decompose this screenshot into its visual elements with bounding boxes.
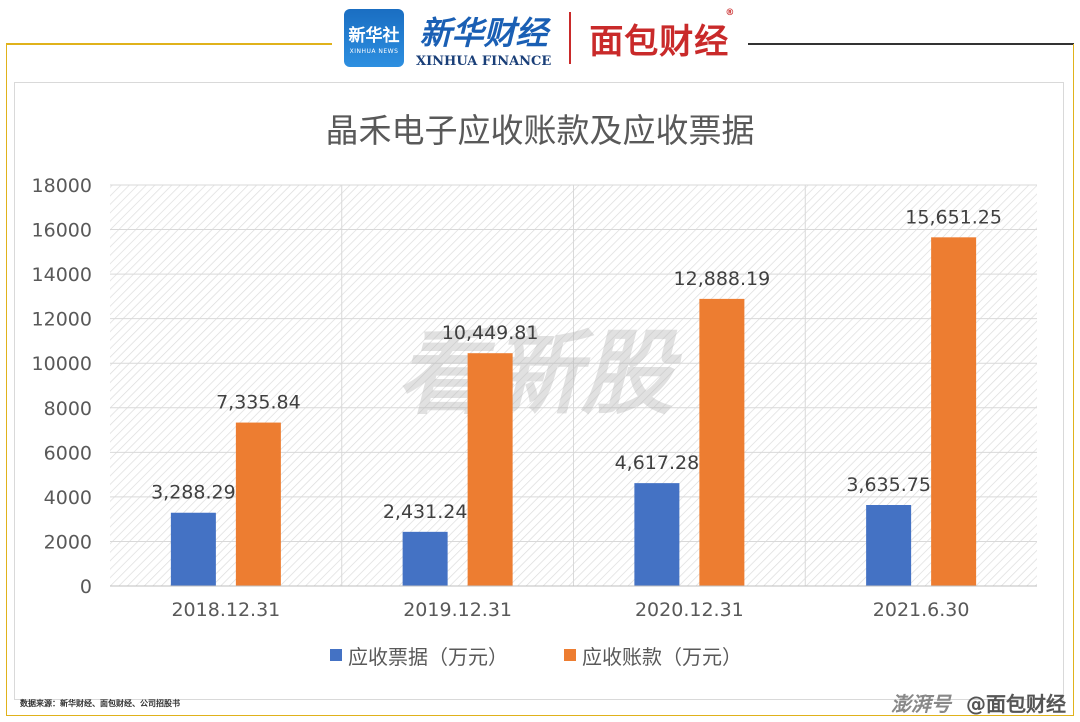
bar <box>402 531 448 586</box>
xinhua-logo-en: XINHUA NEWS <box>349 48 399 55</box>
partner-logo: 面包财经 ® <box>589 8 734 63</box>
xinhua-news-logo: 新华社 XINHUA NEWS <box>344 9 404 67</box>
bar <box>931 237 977 586</box>
legend-swatch <box>330 649 342 661</box>
chart-area-border <box>14 82 1064 700</box>
y-tick-label: 8000 <box>44 398 92 420</box>
y-tick-label: 6000 <box>44 442 92 464</box>
legend-label: 应收票据（万元） <box>348 645 508 669</box>
outer-frame <box>6 44 1074 716</box>
data-label: 3,635.75 <box>846 474 931 496</box>
data-label: 2,431.24 <box>383 501 468 523</box>
partner-name: 面包财经 <box>589 21 730 62</box>
xinhua-finance-brand: 新华财经 XINHUA FINANCE <box>416 8 551 69</box>
y-tick-label: 14000 <box>32 264 92 286</box>
y-tick-label: 4000 <box>44 487 92 509</box>
y-tick-label: 2000 <box>44 531 92 553</box>
data-label: 7,335.84 <box>216 392 301 414</box>
registered-mark: ® <box>725 7 736 18</box>
header-logos: 新华社 XINHUA NEWS 新华财经 XINHUA FINANCE 面包财经… <box>344 6 734 70</box>
header-separator <box>569 12 572 64</box>
data-label: 4,617.28 <box>615 452 700 474</box>
bar <box>170 512 216 586</box>
y-tick-label: 12000 <box>32 309 92 331</box>
x-tick-label: 2018.12.31 <box>171 599 280 621</box>
y-tick-label: 16000 <box>32 220 92 242</box>
x-tick-label: 2020.12.31 <box>635 599 744 621</box>
y-axis: 0 2000 4000 6000 8000 10000 12000 14000 16000 180… <box>32 175 92 598</box>
bar <box>866 505 912 586</box>
y-tick-label: 18000 <box>32 175 92 197</box>
bar <box>467 353 513 586</box>
watermark-text: 看新股 <box>397 320 682 427</box>
x-axis: 2018.12.31 2019.12.31 2020.12.31 2021.6.30 <box>110 585 1037 621</box>
data-label: 12,888.19 <box>674 268 771 290</box>
bar <box>699 298 745 586</box>
bars: 3,288.29 7,335.84 2,431.24 10,449.81 4,617.2… <box>151 206 1002 586</box>
source-note: 数据来源：新华财经、面包财经、公司招股书 <box>20 699 180 708</box>
brand-cn: 新华财经 <box>419 13 548 52</box>
xinhua-logo-cn: 新华社 <box>348 26 400 46</box>
footer-account: @面包财经 <box>966 692 1066 716</box>
x-tick-label: 2019.12.31 <box>403 599 512 621</box>
footer-brand: 澎湃号 @面包财经 <box>891 688 1066 717</box>
data-label: 15,651.25 <box>905 206 1002 228</box>
frame-top-left-line <box>6 43 332 45</box>
footer-platform: 澎湃号 <box>891 692 952 716</box>
legend: 应收票据（万元） 应收账款（万元） <box>330 645 742 669</box>
legend-swatch <box>564 649 576 661</box>
bar <box>235 422 281 586</box>
frame-top-right-line <box>748 43 1074 45</box>
data-label: 3,288.29 <box>151 482 236 504</box>
bar <box>634 483 680 586</box>
x-tick-label: 2021.6.30 <box>873 599 970 621</box>
legend-label: 应收账款（万元） <box>582 645 742 669</box>
chart-title: 晶禾电子应收账款及应收票据 <box>326 111 755 150</box>
data-label: 10,449.81 <box>442 322 539 344</box>
y-tick-label: 10000 <box>32 353 92 375</box>
brand-en: XINHUA FINANCE <box>416 53 552 69</box>
y-tick-label: 0 <box>80 576 92 598</box>
